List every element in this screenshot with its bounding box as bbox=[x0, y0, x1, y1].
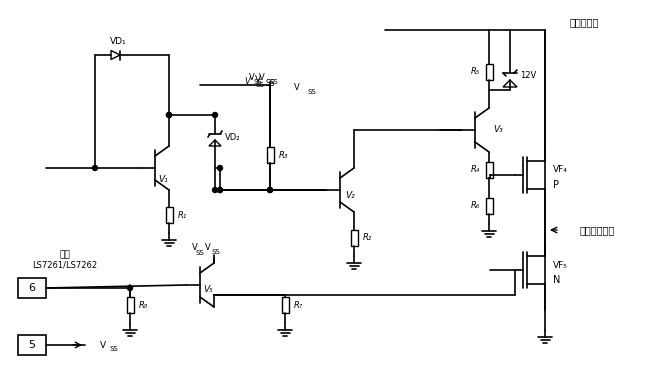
Text: N: N bbox=[553, 275, 560, 285]
Circle shape bbox=[92, 165, 98, 170]
Bar bbox=[266, 147, 273, 163]
Circle shape bbox=[268, 188, 273, 193]
Bar bbox=[281, 297, 289, 313]
Text: V: V bbox=[100, 341, 106, 350]
Text: V₂: V₂ bbox=[345, 191, 355, 200]
Text: R₇: R₇ bbox=[293, 300, 302, 309]
Text: 电动机电源: 电动机电源 bbox=[570, 17, 600, 27]
Text: V: V bbox=[295, 83, 300, 92]
Bar bbox=[486, 162, 492, 178]
Text: SS: SS bbox=[110, 346, 119, 352]
Circle shape bbox=[167, 112, 171, 117]
Text: 来自: 来自 bbox=[59, 250, 71, 259]
Text: R₅: R₅ bbox=[471, 68, 480, 76]
Text: R₈: R₈ bbox=[138, 300, 148, 309]
Text: 12V: 12V bbox=[520, 71, 536, 79]
Text: V: V bbox=[255, 76, 261, 85]
Bar bbox=[165, 207, 173, 223]
Polygon shape bbox=[209, 140, 221, 146]
Text: R₁: R₁ bbox=[177, 211, 186, 220]
Text: SS: SS bbox=[196, 250, 204, 256]
Bar bbox=[127, 297, 134, 313]
Text: SS: SS bbox=[266, 79, 275, 88]
Bar bbox=[486, 198, 492, 214]
Text: V: V bbox=[249, 73, 255, 82]
Bar bbox=[486, 64, 492, 80]
Text: SS: SS bbox=[212, 249, 220, 255]
Bar bbox=[351, 230, 357, 246]
Text: 6: 6 bbox=[28, 283, 36, 293]
Circle shape bbox=[167, 112, 171, 117]
Text: V₅: V₅ bbox=[203, 285, 213, 294]
Text: V₃: V₃ bbox=[493, 126, 503, 135]
Circle shape bbox=[268, 188, 273, 193]
Text: V: V bbox=[205, 244, 211, 253]
Text: P: P bbox=[553, 180, 559, 190]
Text: SS: SS bbox=[254, 79, 262, 85]
Text: VD₁: VD₁ bbox=[109, 36, 127, 45]
Bar bbox=[18, 335, 46, 355]
Text: R₃: R₃ bbox=[279, 150, 288, 159]
Text: VF₅: VF₅ bbox=[553, 261, 568, 270]
Polygon shape bbox=[111, 50, 120, 59]
Circle shape bbox=[217, 165, 223, 170]
Text: 梼电动机络组: 梼电动机络组 bbox=[580, 225, 616, 235]
Bar bbox=[18, 278, 46, 298]
Text: VF₄: VF₄ bbox=[553, 165, 568, 174]
Text: R₂: R₂ bbox=[362, 233, 372, 243]
Polygon shape bbox=[503, 80, 517, 87]
Circle shape bbox=[217, 188, 223, 193]
Text: SS: SS bbox=[270, 79, 279, 85]
Text: R₄: R₄ bbox=[471, 165, 480, 174]
Text: LS7261/LS7262: LS7261/LS7262 bbox=[32, 261, 98, 270]
Circle shape bbox=[217, 188, 223, 193]
Text: 5: 5 bbox=[28, 340, 36, 350]
Text: R₆: R₆ bbox=[471, 202, 480, 211]
Text: V: V bbox=[244, 77, 250, 86]
Text: V: V bbox=[259, 73, 265, 82]
Text: VD₂: VD₂ bbox=[225, 132, 241, 141]
Text: SS: SS bbox=[255, 82, 264, 88]
Text: V₁: V₁ bbox=[158, 176, 168, 185]
Circle shape bbox=[127, 285, 132, 291]
Circle shape bbox=[212, 188, 217, 193]
Text: SS: SS bbox=[308, 89, 317, 95]
Circle shape bbox=[212, 112, 217, 117]
Text: V: V bbox=[192, 244, 198, 253]
